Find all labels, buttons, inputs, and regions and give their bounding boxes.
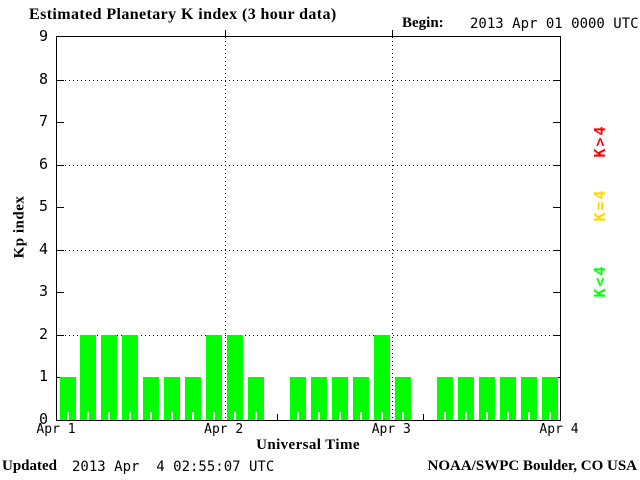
legend-item: K=4 — [591, 188, 609, 222]
y-axis-tick — [553, 249, 560, 251]
kp-bar — [143, 377, 160, 420]
time-tick-notch — [150, 412, 153, 420]
time-tick-notch — [234, 412, 237, 420]
kp-bar — [122, 334, 139, 420]
time-tick-notch — [66, 412, 69, 420]
updated-timestamp: 2013 Apr 4 02:55:07 UTC — [72, 459, 275, 475]
time-tick-notch — [255, 412, 258, 420]
x-tick-label: Apr 3 — [371, 422, 411, 437]
top-day-tick — [392, 30, 394, 36]
kp-bar — [373, 334, 390, 420]
kp-bar — [478, 377, 495, 420]
y-tick-label: 0 — [38, 410, 48, 428]
time-tick-notch — [213, 412, 216, 420]
kp-bar — [331, 377, 348, 420]
time-tick-notch — [318, 412, 320, 420]
time-tick-notch — [338, 412, 341, 420]
time-tick-notch — [380, 412, 383, 420]
y-tick-label: 3 — [38, 282, 48, 301]
y-tick-label: 9 — [38, 27, 48, 45]
y-tick-label: 8 — [38, 69, 48, 88]
y-axis-tick — [57, 249, 64, 251]
begin-value: 2013 Apr 01 0000 UTC — [470, 16, 639, 32]
y-axis-tick — [553, 207, 560, 209]
top-day-tick — [224, 30, 226, 36]
time-tick-notch — [527, 412, 530, 420]
kp-bar — [59, 377, 76, 420]
gridline-y-4 — [57, 249, 560, 251]
time-tick-notch — [464, 412, 467, 420]
kp-bar — [206, 334, 223, 420]
credit-text: NOAA/SWPC Boulder, CO USA — [427, 458, 637, 474]
kp-bar — [290, 377, 306, 420]
x-tick-label: Apr 2 — [204, 422, 244, 437]
day-boundary-line — [224, 37, 226, 420]
y-tick-label: 1 — [38, 367, 48, 386]
kp-bar — [499, 377, 516, 420]
day-boundary-line — [392, 37, 394, 420]
y-tick-label: 6 — [38, 154, 48, 173]
time-tick-notch — [297, 412, 299, 420]
time-tick-notch — [485, 412, 488, 420]
x-tick-label: Apr 1 — [36, 422, 76, 437]
kp-bar — [394, 377, 411, 420]
time-tick-notch — [359, 412, 362, 420]
y-axis-tick — [57, 292, 64, 294]
time-tick-notch — [548, 412, 551, 420]
legend-item: K>4 — [591, 124, 609, 158]
x-tick-label: Apr 4 — [539, 422, 579, 437]
y-axis-tick — [553, 79, 560, 81]
gridline-y-6 — [57, 164, 560, 166]
kp-bar — [541, 377, 558, 420]
gridline-y-2 — [57, 334, 560, 336]
plot-area — [56, 30, 561, 421]
y-axis-tick — [57, 122, 64, 124]
time-tick-notch — [87, 412, 90, 420]
chart-title: Estimated Planetary K index (3 hour data… — [29, 6, 337, 23]
time-tick-notch — [129, 412, 132, 420]
begin-label: Begin: — [402, 15, 444, 31]
kp-bar — [457, 377, 474, 420]
y-axis-tick — [57, 79, 64, 81]
time-tick — [276, 414, 278, 420]
y-tick-label: 5 — [38, 197, 48, 216]
y-axis-tick — [553, 122, 560, 124]
gridline-y-8 — [57, 79, 560, 81]
y-axis-tick — [57, 334, 64, 336]
time-tick — [423, 414, 425, 420]
kp-bar — [80, 334, 97, 420]
kp-bar — [164, 377, 181, 420]
y-axis-tick — [553, 292, 560, 294]
time-tick-notch — [443, 412, 446, 420]
time-tick-notch — [171, 412, 174, 420]
kp-bar — [101, 334, 118, 420]
kp-bar — [248, 377, 265, 420]
y-axis-tick — [57, 164, 64, 166]
y-tick-label: 7 — [38, 112, 48, 131]
time-tick-notch — [108, 412, 111, 420]
time-tick-notch — [401, 412, 404, 420]
kp-bar — [227, 334, 244, 420]
kp-bar — [436, 377, 453, 420]
kp-bar — [185, 377, 202, 420]
y-axis-tick — [553, 334, 560, 336]
legend-item: K<4 — [591, 264, 609, 298]
time-tick-notch — [192, 412, 195, 420]
updated-label: Updated — [2, 458, 58, 474]
y-tick-label: 2 — [38, 324, 48, 343]
kp-bar — [352, 377, 369, 420]
time-tick-notch — [506, 412, 509, 420]
y-tick-label: 4 — [38, 239, 48, 258]
kp-bar — [520, 377, 537, 420]
kp-bar — [311, 377, 327, 420]
x-axis-title: Universal Time — [256, 437, 360, 453]
y-axis-tick — [57, 207, 64, 209]
y-axis-tick — [553, 164, 560, 166]
